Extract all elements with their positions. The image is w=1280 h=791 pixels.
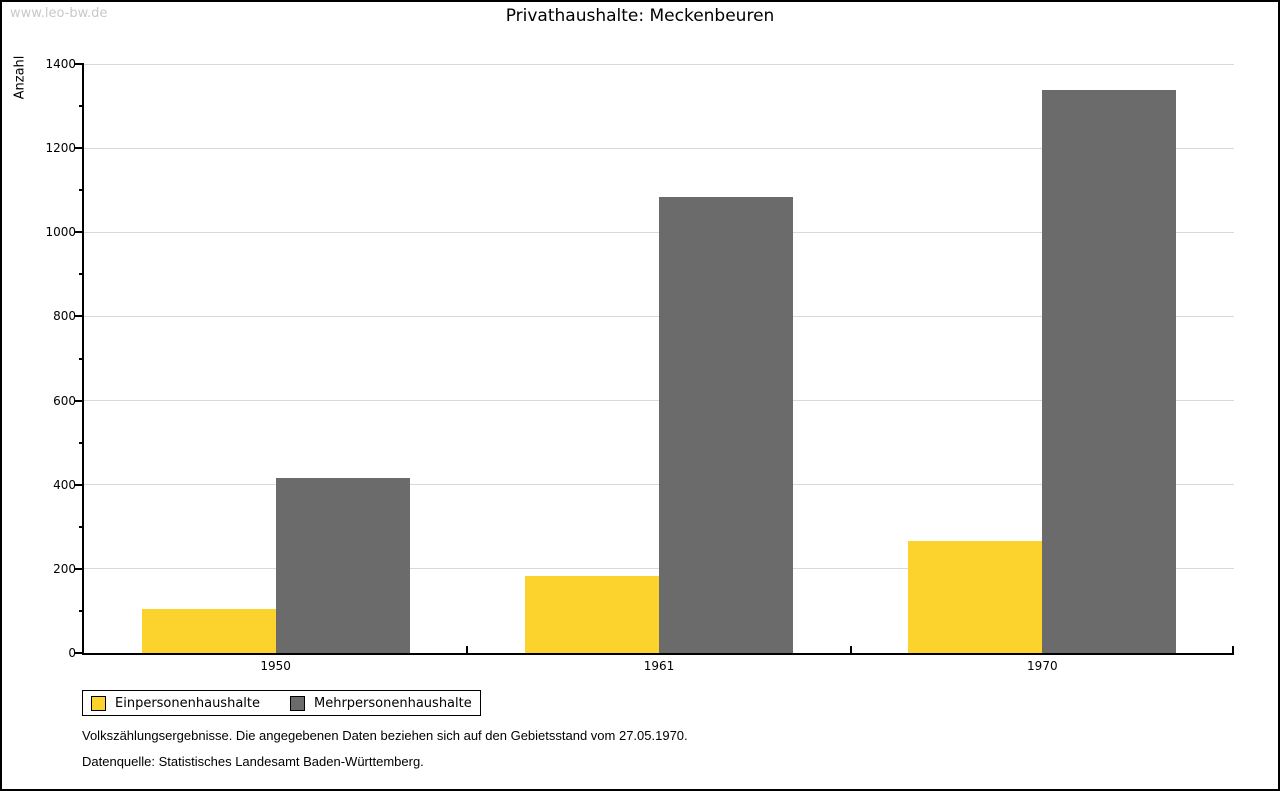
y-tick-800 [75, 315, 84, 318]
y-tick-minor-900 [79, 273, 84, 276]
y-tick-400 [75, 483, 84, 486]
y-tick-label-400: 400 [53, 477, 76, 492]
gridline-1400 [84, 63, 1234, 65]
bar-mehrpersonenhaushalte-1950 [275, 478, 410, 653]
legend-item-einpersonenhaushalte: Einpersonenhaushalte [91, 695, 260, 711]
y-tick-0 [75, 652, 84, 654]
legend-label: Einpersonenhaushalte [115, 695, 260, 711]
legend-label: Mehrpersonenhaushalte [314, 695, 472, 711]
y-tick-label-200: 200 [53, 561, 76, 576]
y-tick-1000 [75, 231, 84, 234]
y-tick-minor-300 [79, 525, 84, 528]
y-tick-200 [75, 567, 84, 570]
y-tick-600 [75, 399, 84, 402]
x-category-label-1950: 1950 [260, 659, 291, 673]
bar-einpersonenhaushalte-1970 [908, 540, 1043, 653]
x-tick-3 [1232, 646, 1234, 653]
plot-area: 0 200 400 600 800 1000 1200 1400 1950 1961 1970 [45, 57, 1234, 673]
bar-einpersonenhaushalte-1961 [524, 576, 659, 653]
y-tick-label-1400: 1400 [45, 57, 76, 71]
legend-swatch-icon [290, 695, 305, 711]
y-tick-minor-700 [79, 357, 84, 360]
footnote: Volkszählungsergebnisse. Die angegebenen… [82, 728, 688, 780]
x-category-label-1970: 1970 [1027, 659, 1058, 673]
chart-title: Privathaushalte: Meckenbeuren [505, 6, 775, 26]
y-tick-label-600: 600 [53, 393, 76, 408]
x-axis-line [82, 653, 1234, 655]
y-tick-minor-100 [79, 609, 84, 612]
bar-einpersonenhaushalte-1950 [141, 608, 276, 653]
y-tick-1200 [75, 147, 84, 150]
bar-mehrpersonenhaushalte-1961 [659, 197, 794, 653]
bar-mehrpersonenhaushalte-1970 [1042, 90, 1177, 653]
footnote-line1: Volkszählungsergebnisse. Die angegebenen… [82, 728, 688, 743]
y-tick-label-1000: 1000 [45, 225, 76, 240]
x-tick-2 [849, 646, 852, 653]
y-tick-label-0: 0 [68, 646, 76, 660]
y-tick-1400 [75, 63, 84, 65]
legend-item-mehrpersonenhaushalte: Mehrpersonenhaushalte [290, 695, 472, 711]
x-category-label-1961: 1961 [643, 659, 675, 673]
footnote-line2: Datenquelle: Statistisches Landesamt Bad… [82, 754, 424, 769]
y-tick-label-1200: 1200 [45, 141, 76, 156]
y-tick-minor-500 [79, 441, 84, 444]
y-tick-label-800: 800 [53, 309, 76, 324]
y-tick-minor-1300 [79, 105, 84, 108]
y-axis-line [82, 64, 84, 655]
gridline-1200 [84, 147, 1234, 149]
legend-swatch-icon [91, 695, 106, 711]
watermark: www.leo-bw.de [10, 6, 108, 21]
y-tick-minor-1100 [79, 189, 84, 192]
legend: Einpersonenhaushalte Mehrpersonenhaushalt… [82, 690, 481, 716]
x-tick-1 [466, 646, 469, 653]
